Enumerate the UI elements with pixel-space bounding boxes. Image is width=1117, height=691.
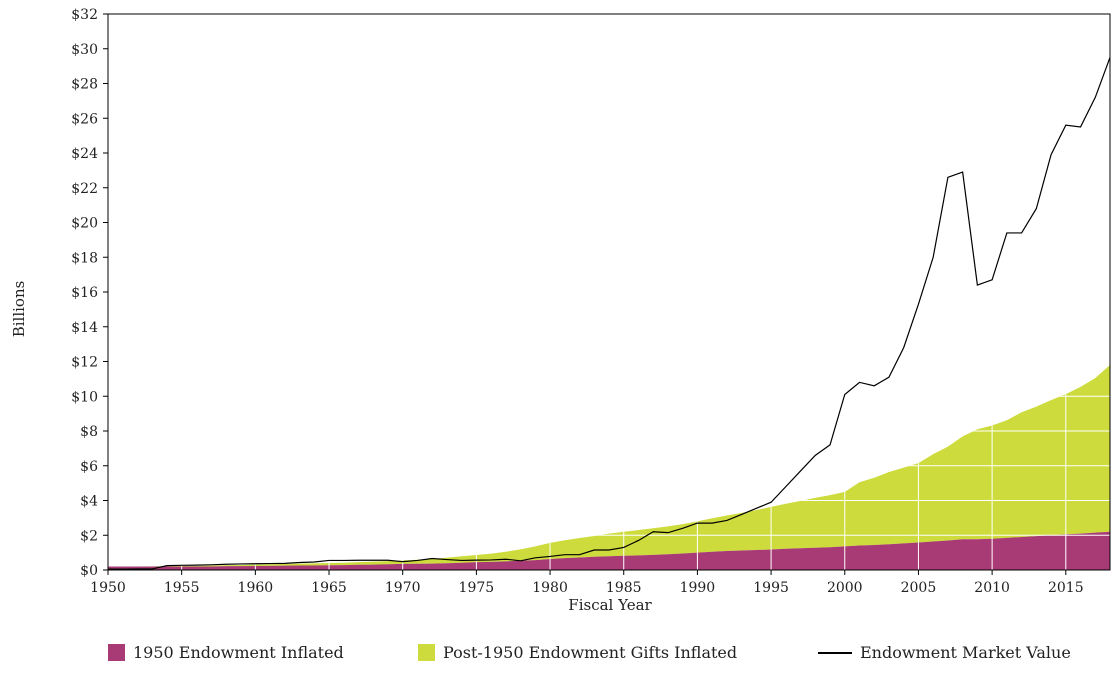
area-layer bbox=[108, 365, 1110, 570]
legend-item-market-value: Endowment Market Value bbox=[818, 643, 1071, 662]
x-tick-label-1965: 1965 bbox=[311, 580, 347, 596]
x-tick-label-2015: 2015 bbox=[1048, 580, 1084, 596]
y-tick-label-4: $8 bbox=[80, 424, 98, 440]
y-tick-label-3: $6 bbox=[80, 459, 98, 475]
x-tick-label-2000: 2000 bbox=[827, 580, 863, 596]
x-tick-label-1960: 1960 bbox=[238, 580, 274, 596]
x-axis-title: Fiscal Year bbox=[568, 596, 652, 614]
x-tick-label-1970: 1970 bbox=[385, 580, 421, 596]
y-tick-label-6: $12 bbox=[71, 355, 98, 371]
x-tick-label-2010: 2010 bbox=[974, 580, 1010, 596]
x-tick-label-1995: 1995 bbox=[753, 580, 789, 596]
legend-swatch-1950-endowment bbox=[108, 644, 125, 661]
x-tick-label-2005: 2005 bbox=[901, 580, 937, 596]
legend-line-market-value bbox=[818, 652, 852, 654]
y-tick-label-11: $22 bbox=[71, 181, 98, 197]
y-tick-label-8: $16 bbox=[71, 285, 98, 301]
legend-label-1950-endowment: 1950 Endowment Inflated bbox=[133, 643, 344, 662]
x-tick-label-1985: 1985 bbox=[606, 580, 642, 596]
y-tick-label-9: $18 bbox=[71, 250, 98, 266]
y-tick-label-15: $30 bbox=[71, 42, 98, 58]
x-tick-label-1975: 1975 bbox=[459, 580, 495, 596]
y-tick-label-1: $2 bbox=[80, 528, 98, 544]
x-tick-label-1990: 1990 bbox=[680, 580, 716, 596]
y-tick-label-7: $14 bbox=[71, 320, 98, 336]
x-tick-label-1980: 1980 bbox=[532, 580, 568, 596]
legend: 1950 Endowment Inflated Post-1950 Endowm… bbox=[0, 643, 1117, 673]
x-tick-label-1950: 1950 bbox=[90, 580, 126, 596]
legend-label-post-1950-gifts: Post-1950 Endowment Gifts Inflated bbox=[443, 643, 737, 662]
legend-swatch-post-1950-gifts bbox=[418, 644, 435, 661]
y-axis-title: Billions bbox=[10, 281, 28, 338]
y-tick-label-10: $20 bbox=[71, 216, 98, 232]
x-tick-label-1955: 1955 bbox=[164, 580, 200, 596]
y-tick-label-5: $10 bbox=[71, 389, 98, 405]
y-tick-label-13: $26 bbox=[71, 111, 98, 127]
y-tick-label-16: $32 bbox=[71, 7, 98, 23]
legend-label-market-value: Endowment Market Value bbox=[860, 643, 1071, 662]
y-tick-label-0: $0 bbox=[80, 563, 98, 579]
y-tick-label-12: $24 bbox=[71, 146, 98, 162]
legend-item-post-1950-gifts: Post-1950 Endowment Gifts Inflated bbox=[418, 643, 737, 662]
legend-item-1950-endowment: 1950 Endowment Inflated bbox=[108, 643, 344, 662]
y-tick-label-14: $28 bbox=[71, 77, 98, 93]
y-tick-label-2: $4 bbox=[80, 494, 98, 510]
